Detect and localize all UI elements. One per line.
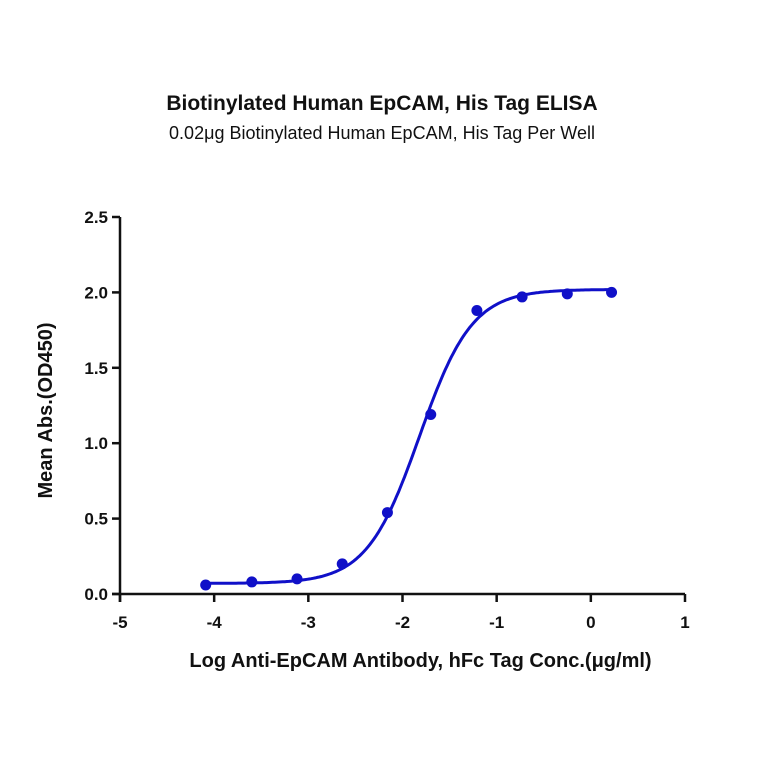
fit-curve: [205, 288, 612, 585]
data-point: [246, 576, 258, 588]
data-point: [471, 304, 483, 316]
axis-labels: Log Anti-EpCAM Antibody, hFc Tag Conc.(μ…: [35, 323, 652, 672]
y-tick-label: 1.0: [84, 434, 108, 453]
data-point: [200, 579, 212, 591]
data-point: [381, 507, 393, 519]
y-tick-label: 2.0: [84, 283, 108, 302]
axes: 0.0 0.5 1.0 1.5 2.0 2.5 -5 -4 -3 -2 -1 0 1: [84, 208, 689, 632]
x-tick-label: 1: [680, 613, 689, 632]
y-tick-label: 2.5: [84, 208, 108, 227]
y-tick-label: 0.5: [84, 510, 108, 529]
x-tick-label: -5: [112, 613, 127, 632]
x-tick-label: -1: [489, 613, 504, 632]
y-axis-label: Mean Abs.(OD450): [35, 323, 57, 499]
x-tick-label: -3: [301, 613, 316, 632]
data-point: [336, 558, 348, 570]
data-point: [561, 288, 573, 300]
data-points: [200, 286, 618, 591]
x-tick-label: -2: [395, 613, 410, 632]
x-tick-label: -4: [207, 613, 223, 632]
fit-curve-path: [205, 288, 612, 585]
data-point: [425, 409, 437, 421]
data-point: [516, 291, 528, 303]
data-point: [606, 286, 618, 298]
y-tick-label: 1.5: [84, 359, 108, 378]
x-axis-label: Log Anti-EpCAM Antibody, hFc Tag Conc.(μ…: [189, 650, 651, 672]
x-tick-label: 0: [586, 613, 595, 632]
y-tick-label: 0.0: [84, 585, 108, 604]
chart-title: Biotinylated Human EpCAM, His Tag ELISA: [166, 92, 598, 115]
chart-subtitle: 0.02μg Biotinylated Human EpCAM, His Tag…: [169, 123, 595, 143]
data-point: [291, 573, 303, 585]
